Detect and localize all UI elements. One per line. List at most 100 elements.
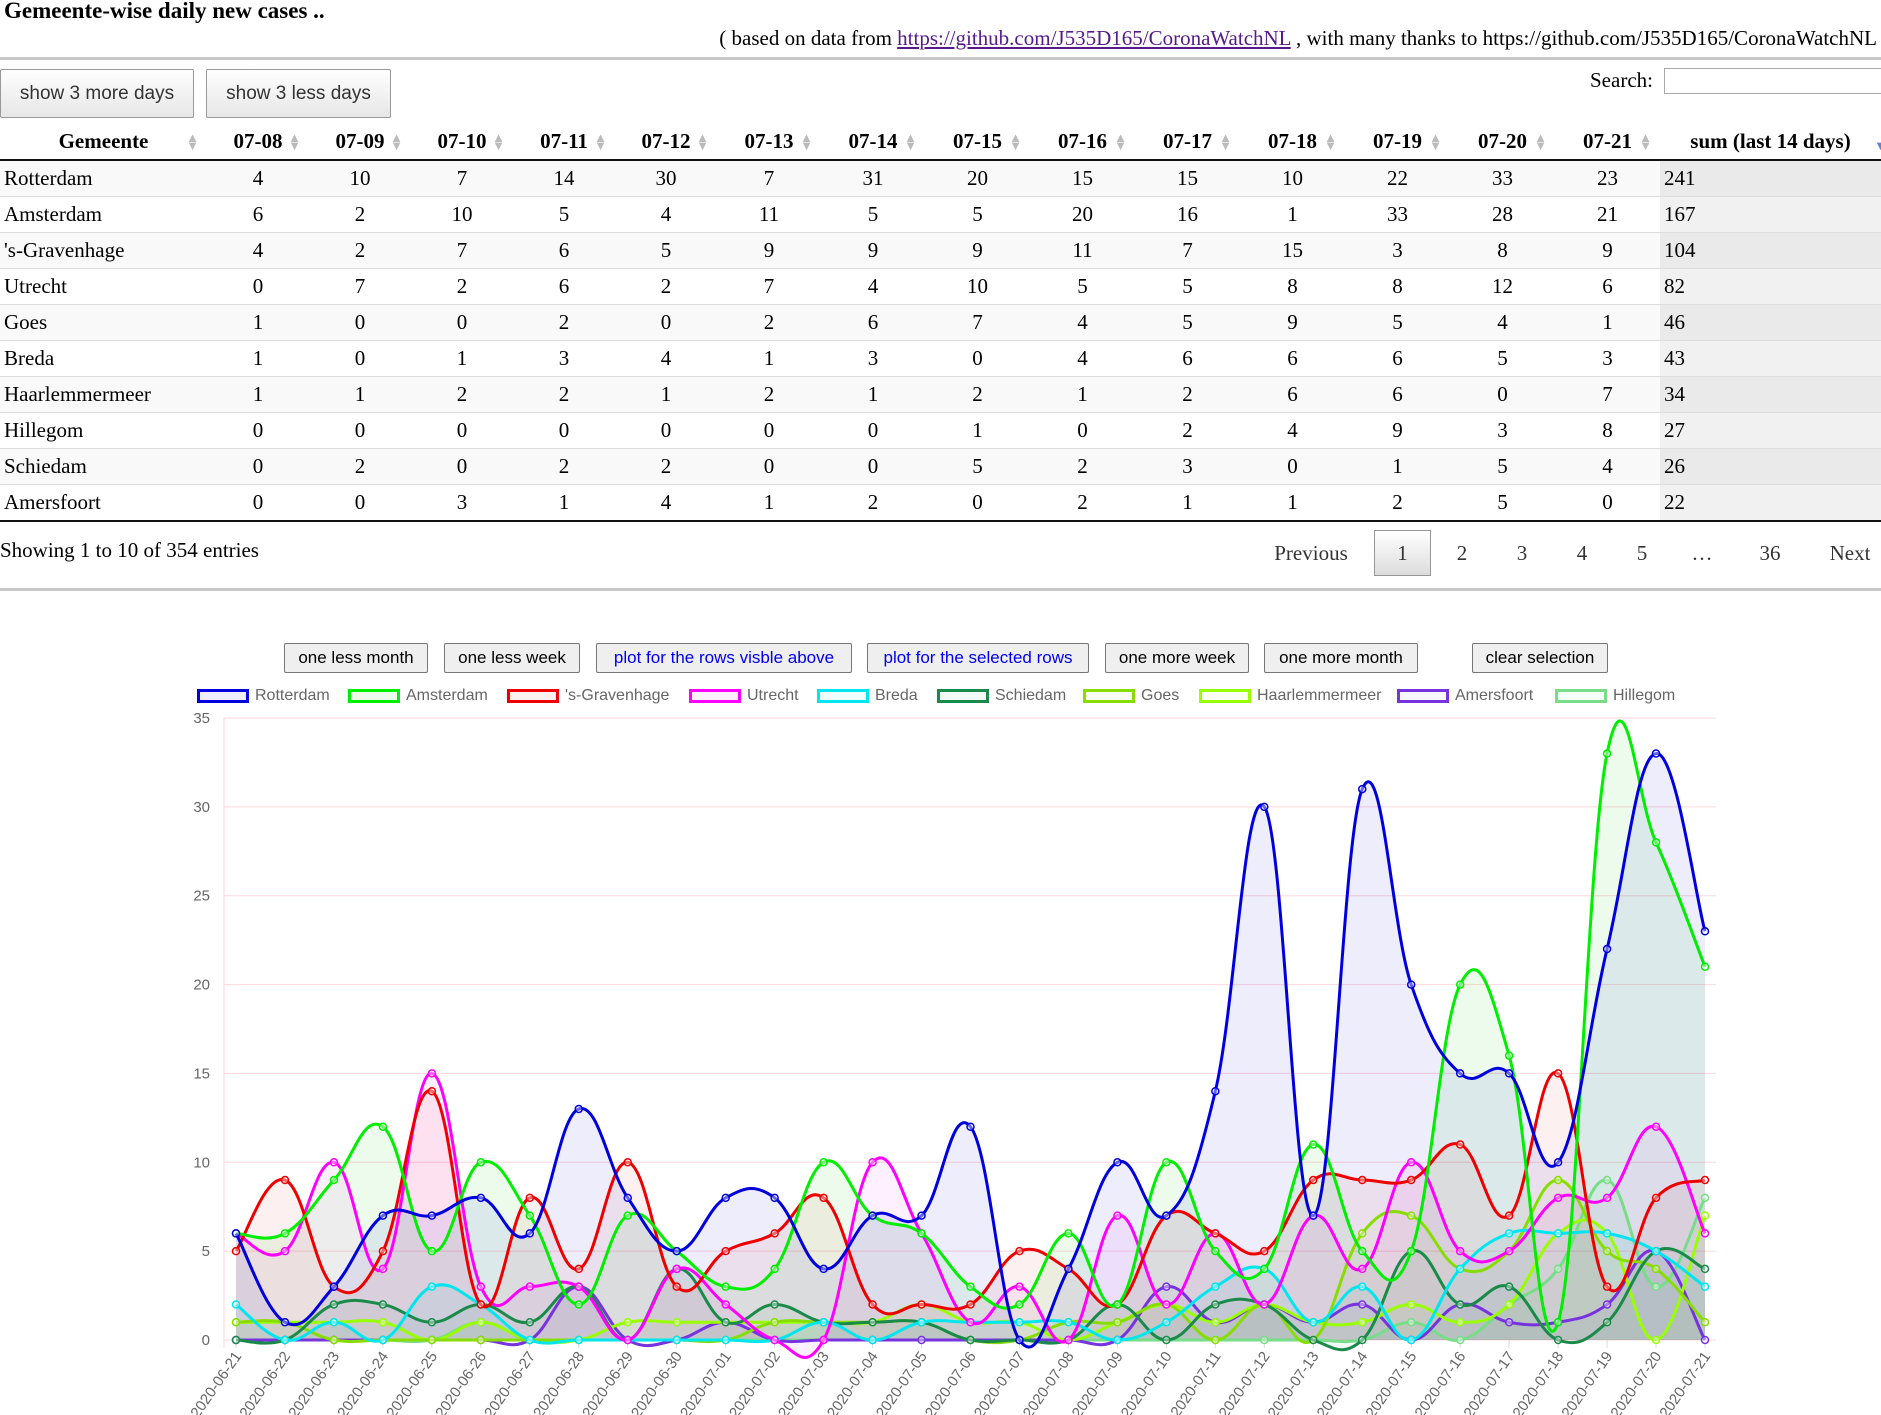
sort-icon: ▲ ▼ [288, 130, 301, 153]
data-point [476, 1282, 486, 1291]
page-5-button[interactable]: 5 [1636, 540, 1648, 565]
data-point [966, 1335, 975, 1345]
legend-item[interactable]: Schiedam [937, 686, 1066, 706]
column-header[interactable]: 07-17 ▲ ▼ [1135, 124, 1240, 161]
page-1-button[interactable]: 1 [1374, 530, 1431, 576]
table-row[interactable]: Amersfoort 0 0 3 1 4 1 2 0 2 1 1 2 5 0 22 [0, 484, 1881, 522]
column-header[interactable]: 07-11 ▲ ▼ [513, 124, 615, 161]
credit-link[interactable]: https://github.com/J535D165/CoronaWatchN… [897, 26, 1291, 50]
day-cell: 2 [821, 484, 925, 522]
column-header[interactable]: 07-19 ▲ ▼ [1345, 124, 1450, 161]
day-cell: 9 [1240, 304, 1345, 341]
page-2-button[interactable]: 2 [1456, 540, 1468, 565]
legend-item[interactable]: Breda [817, 686, 918, 706]
column-header[interactable]: 07-09 ▲ ▼ [309, 124, 411, 161]
table-row[interactable]: Haarlemmermeer 1 1 2 2 1 2 1 2 1 2 6 6 0 7 34 [0, 376, 1881, 413]
data-point [1406, 980, 1416, 989]
day-cell: 33 [1345, 196, 1450, 233]
data-point [917, 1229, 926, 1238]
data-point [574, 1264, 584, 1274]
table-row[interactable]: Goes 1 0 0 2 0 2 6 7 4 5 9 5 4 1 46 [0, 304, 1881, 341]
day-cell: 2 [717, 304, 821, 341]
day-cell: 0 [411, 304, 513, 341]
column-header-label: 07-17 [1163, 129, 1212, 153]
data-point [770, 1300, 779, 1309]
day-cell: 6 [1555, 268, 1660, 305]
column-header[interactable]: 07-08 ▲ ▼ [207, 124, 309, 161]
table-row[interactable]: 's-Gravenhage 4 2 7 6 5 9 9 9 11 7 15 3 8 9 104 [0, 232, 1881, 269]
table-row[interactable]: Amsterdam 6 2 10 5 4 11 5 5 20 16 1 33 28 21 167 [0, 196, 1881, 233]
y-tick-label: 20 [193, 977, 210, 994]
data-point [329, 1175, 339, 1185]
day-cell: 0 [821, 448, 925, 485]
column-header[interactable]: sum (last 14 days) ▼ [1660, 124, 1881, 161]
previous-page-button[interactable]: Previous [1274, 540, 1348, 565]
legend-item[interactable]: 's-Gravenhage [507, 686, 669, 706]
legend-item[interactable]: Utrecht [689, 686, 799, 706]
one-more-week-button[interactable]: one more week [1105, 643, 1249, 673]
table-row[interactable]: Schiedam 0 2 0 2 2 0 0 5 2 3 0 1 5 4 26 [0, 448, 1881, 485]
series-area [236, 1230, 1705, 1344]
column-header[interactable]: 07-20 ▲ ▼ [1450, 124, 1555, 161]
one-less-week-button[interactable]: one less week [444, 643, 580, 673]
column-header[interactable]: 07-12 ▲ ▼ [615, 124, 717, 161]
day-cell: 1 [1555, 304, 1660, 341]
data-point [1651, 1246, 1661, 1256]
next-page-button[interactable]: Next [1829, 540, 1871, 565]
data-point [280, 1175, 290, 1185]
table-row[interactable]: Breda 1 0 1 3 4 1 3 0 4 6 6 6 5 3 43 [0, 340, 1881, 377]
table-row[interactable]: Utrecht 0 7 2 6 2 7 4 10 5 5 8 8 12 6 82 [0, 268, 1881, 305]
one-less-month-button[interactable]: one less month [284, 643, 428, 673]
data-point [672, 1282, 681, 1291]
data-point [721, 1335, 730, 1345]
legend-swatch [1083, 689, 1135, 703]
column-header[interactable]: 07-13 ▲ ▼ [717, 124, 821, 161]
search-input[interactable] [1664, 68, 1881, 94]
data-point [721, 1193, 730, 1203]
page-3-button[interactable]: 3 [1516, 540, 1528, 565]
data-point [1455, 1335, 1465, 1345]
table-row[interactable]: Rotterdam 4 10 7 14 30 7 31 20 15 15 10 22 33 23 241 [0, 159, 1881, 197]
data-point [1064, 1229, 1073, 1238]
data-point [1553, 1175, 1563, 1185]
column-header[interactable]: 07-16 ▲ ▼ [1030, 124, 1135, 161]
sort-icon: ▲ ▼ [1219, 130, 1232, 153]
legend-label: Amersfoort [1455, 687, 1534, 704]
data-point [868, 1317, 877, 1327]
column-header[interactable]: 07-14 ▲ ▼ [821, 124, 925, 161]
data-point [1015, 1317, 1024, 1327]
legend-label: Breda [875, 687, 918, 704]
legend-item[interactable]: Hillegom [1555, 686, 1675, 706]
column-header[interactable]: 07-10 ▲ ▼ [411, 124, 513, 161]
plot-visible-rows-button[interactable]: plot for the rows visble above [596, 643, 852, 673]
column-header[interactable]: Gemeente ▲ ▼ [0, 124, 207, 161]
legend-item[interactable]: Goes [1083, 686, 1179, 706]
legend-item[interactable]: Rotterdam [197, 686, 330, 706]
data-point [1309, 1175, 1318, 1185]
column-header-label: 07-10 [437, 129, 487, 153]
clear-selection-button[interactable]: clear selection [1472, 643, 1608, 673]
data-point [1455, 980, 1465, 989]
data-point [966, 1122, 975, 1131]
data-point [1553, 1069, 1563, 1078]
column-header[interactable]: 07-21 ▲ ▼ [1555, 124, 1660, 161]
legend-item[interactable]: Haarlemmermeer [1199, 686, 1381, 706]
legend-item[interactable]: Amersfoort [1397, 686, 1533, 706]
one-more-month-button[interactable]: one more month [1264, 643, 1418, 673]
data-point [770, 1317, 779, 1327]
show-more-days-button[interactable]: show 3 more days [0, 69, 194, 118]
column-header[interactable]: 07-18 ▲ ▼ [1240, 124, 1345, 161]
table-row[interactable]: Hillegom 0 0 0 0 0 0 0 1 0 2 4 9 3 8 27 [0, 412, 1881, 449]
data-point [1309, 1140, 1318, 1149]
data-point [1504, 1051, 1514, 1060]
day-cell: 8 [1345, 268, 1450, 305]
data-point [1211, 1317, 1220, 1327]
column-header[interactable]: 07-15 ▲ ▼ [925, 124, 1030, 161]
legend-item[interactable]: Amsterdam [348, 686, 488, 706]
plot-selected-rows-button[interactable]: plot for the selected rows [867, 643, 1089, 673]
show-less-days-button[interactable]: show 3 less days [206, 69, 391, 118]
day-cell: 15 [1240, 232, 1345, 269]
day-cell: 9 [925, 232, 1030, 269]
page-4-button[interactable]: 4 [1576, 540, 1588, 565]
page-36-button[interactable]: 36 [1759, 540, 1781, 565]
